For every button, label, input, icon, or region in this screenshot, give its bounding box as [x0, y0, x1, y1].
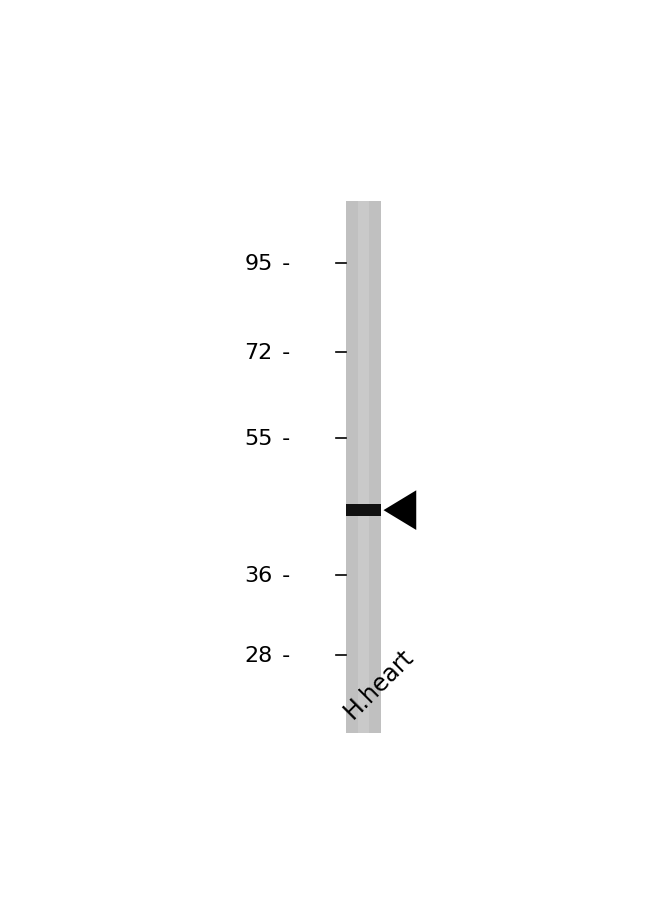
Polygon shape	[384, 491, 416, 530]
Text: -: -	[275, 429, 291, 449]
Text: -: -	[275, 646, 291, 665]
Text: 55: 55	[244, 429, 273, 449]
Text: -: -	[275, 254, 291, 274]
Text: H.heart: H.heart	[339, 643, 418, 722]
Bar	[358, 202, 369, 733]
Text: 72: 72	[244, 343, 273, 362]
Text: -: -	[275, 565, 291, 585]
Text: 28: 28	[244, 646, 273, 665]
Bar	[346, 202, 381, 733]
Text: -: -	[275, 343, 291, 362]
Text: 95: 95	[244, 254, 273, 274]
Text: 36: 36	[244, 565, 273, 585]
Bar	[346, 505, 381, 516]
